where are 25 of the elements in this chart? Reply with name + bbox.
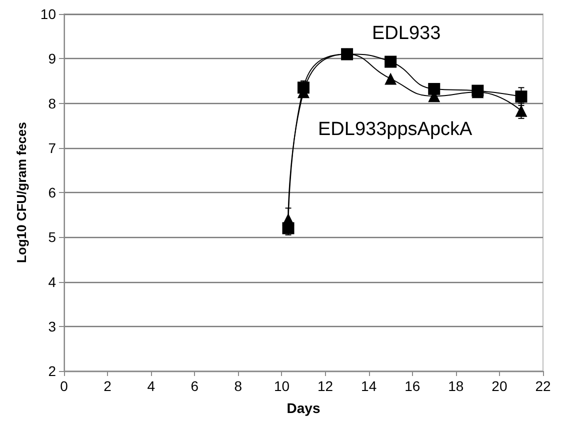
x-tick-label: 4	[147, 378, 156, 394]
x-tick-label: 0	[60, 378, 68, 394]
x-tick-label: 16	[404, 378, 420, 394]
x-tick-label: 20	[492, 378, 508, 394]
x-tick-label: 6	[190, 378, 199, 394]
y-tick-label: 6	[48, 184, 56, 200]
x-tick-label: 8	[234, 378, 242, 394]
x-axis-title: Days	[286, 400, 320, 416]
y-axis-title: Log10 CFU/gram feces	[14, 122, 29, 263]
x-tick-label: 10	[274, 378, 290, 394]
series-label: EDL933ppsApckA	[318, 119, 473, 140]
y-tick-label: 7	[48, 140, 56, 156]
y-tick-label: 8	[48, 95, 56, 112]
x-tick-label: 18	[448, 378, 464, 394]
y-tick-label: 9	[48, 50, 56, 67]
y-tick-label: 4	[48, 274, 56, 290]
x-tick-label: 12	[317, 378, 334, 394]
y-tick-label: 2	[48, 363, 56, 379]
y-tick-label: 10	[40, 6, 56, 22]
x-tick-label: 2	[104, 378, 112, 394]
y-tick-label: 5	[48, 229, 56, 246]
x-tick-label: 22	[535, 378, 551, 394]
y-tick-label: 3	[48, 318, 56, 334]
x-tick-label: 14	[361, 378, 377, 394]
series-label: EDL933	[372, 23, 441, 44]
